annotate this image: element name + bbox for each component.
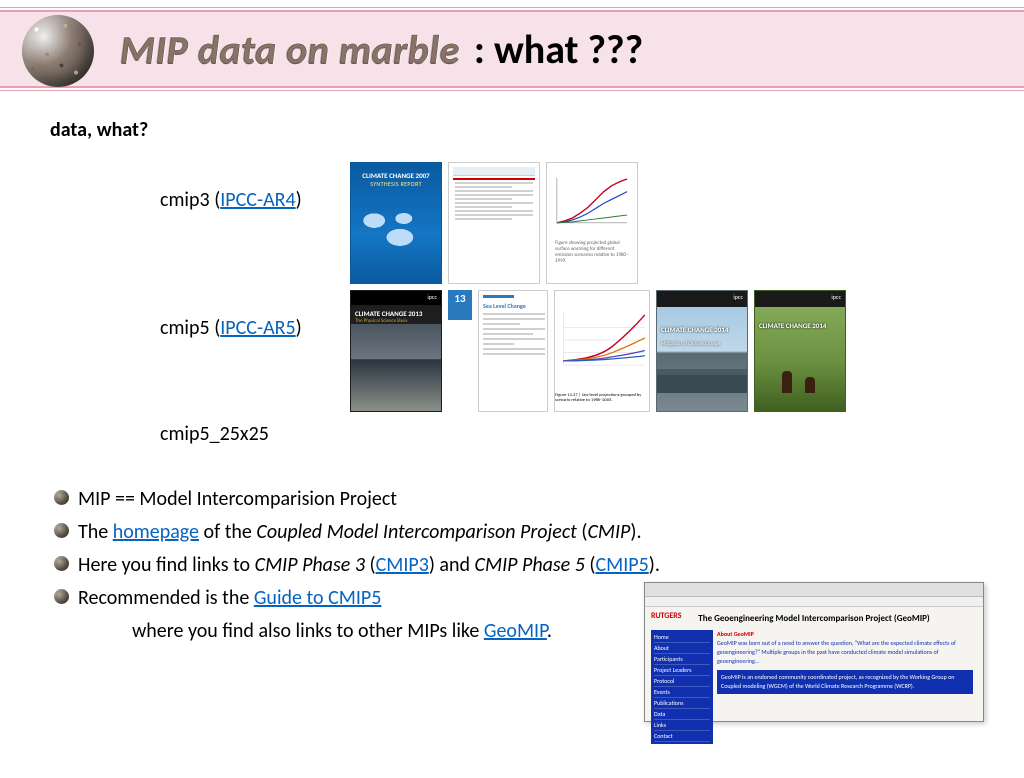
row-cmip5: cmip5 (IPCC-AR5) ipcc CLIMATE CHANGE 201… xyxy=(50,290,974,412)
row3-label: cmip5_25x25 xyxy=(50,418,350,446)
shot-header: The Geoengineering Model Intercomparison… xyxy=(645,607,983,626)
link-geomip[interactable]: GeoMIP xyxy=(484,619,547,643)
bullet-homepage: The homepage of the Coupled Model Interc… xyxy=(78,519,974,546)
link-guide-cmip5[interactable]: Guide to CMIP5 xyxy=(254,586,382,610)
title-right: : what ??? xyxy=(474,25,643,74)
link-homepage[interactable]: homepage xyxy=(113,520,199,544)
bullet-mip-def: MIP == Model Intercomparision Project xyxy=(78,486,974,513)
row-cmip5-label: cmip5 (IPCC-AR5) xyxy=(50,290,350,340)
header-banner: MIP data on marble : what ??? xyxy=(0,10,1024,88)
bullet-phases: Here you find links to CMIP Phase 3 (CMI… xyxy=(78,552,974,579)
row-cmip3-label: cmip3 (IPCC-AR4) xyxy=(50,162,350,212)
link-cmip5[interactable]: CMIP5 xyxy=(595,553,648,577)
thumb-wg3-2014: ipcc CLIMATE CHANGE 2014 Mitigation of C… xyxy=(656,290,748,412)
cmip3-prefix: cmip3 ( xyxy=(160,188,220,212)
rutgers-logo: RUTGERS xyxy=(651,611,682,621)
row-cmip5-25x25: cmip5_25x25 xyxy=(50,418,974,446)
cmip3-suffix: ) xyxy=(296,188,302,212)
link-ipcc-ar5[interactable]: IPCC-AR5 xyxy=(220,316,295,340)
thumb-slc-text: Sea Level Change xyxy=(478,290,548,412)
shot-sidebar: Home About Participants Project Leaders … xyxy=(651,630,713,744)
shot-main: About GeoMIP GeoMIP was born out of a ne… xyxy=(713,630,977,744)
thumbs-row1: CLIMATE CHANGE 2007 SYNTHESIS REPORT F xyxy=(350,162,638,284)
marble-icon xyxy=(22,15,94,87)
geomip-screenshot: RUTGERS The Geoengineering Model Interco… xyxy=(644,582,984,722)
thumb-chart-ar4: Figure showing projected global surface … xyxy=(546,162,638,284)
thumb-chart-ar5: Figure 13.27 | Sea-level projections gro… xyxy=(554,290,650,412)
thumb-doc-page xyxy=(448,162,540,284)
ar4-cover-sub: SYNTHESIS REPORT xyxy=(351,180,441,188)
wg3-bar: ipcc xyxy=(657,291,747,307)
link-ipcc-ar4[interactable]: IPCC-AR4 xyxy=(220,188,295,212)
link-cmip3[interactable]: CMIP3 xyxy=(376,553,429,577)
thumb-wg2-2014: ipcc CLIMATE CHANGE 2014 xyxy=(754,290,846,412)
wg2-bar: ipcc xyxy=(755,291,845,307)
wg3-sub: Mitigation of Climate Change xyxy=(661,341,720,347)
wg2-title: CLIMATE CHANGE 2014 xyxy=(759,321,826,330)
thumb-ar4-cover: CLIMATE CHANGE 2007 SYNTHESIS REPORT xyxy=(350,162,442,284)
slc-title: Sea Level Change xyxy=(483,302,545,310)
content-area: data, what? cmip3 (IPCC-AR4) CLIMATE CHA… xyxy=(0,88,1024,645)
thumbs-row2: ipcc CLIMATE CHANGE 2013 The Physical Sc… xyxy=(350,290,846,412)
section-heading: data, what? xyxy=(50,118,974,142)
wg1-title: CLIMATE CHANGE 2013 xyxy=(351,305,441,318)
cmip5-suffix: ) xyxy=(296,316,302,340)
wg3-title: CLIMATE CHANGE 2014 xyxy=(661,325,743,334)
wg1-bar: ipcc xyxy=(351,291,441,305)
thumb-wg1-2013: ipcc CLIMATE CHANGE 2013 The Physical Sc… xyxy=(350,290,442,412)
ar4-cover-title: CLIMATE CHANGE 2007 xyxy=(351,163,441,180)
row-cmip3: cmip3 (IPCC-AR4) CLIMATE CHANGE 2007 SYN… xyxy=(50,162,974,284)
title-left: MIP data on marble xyxy=(120,25,460,74)
thumb-ch13-badge: 13 xyxy=(448,290,472,320)
cmip5-prefix: cmip5 ( xyxy=(160,316,220,340)
